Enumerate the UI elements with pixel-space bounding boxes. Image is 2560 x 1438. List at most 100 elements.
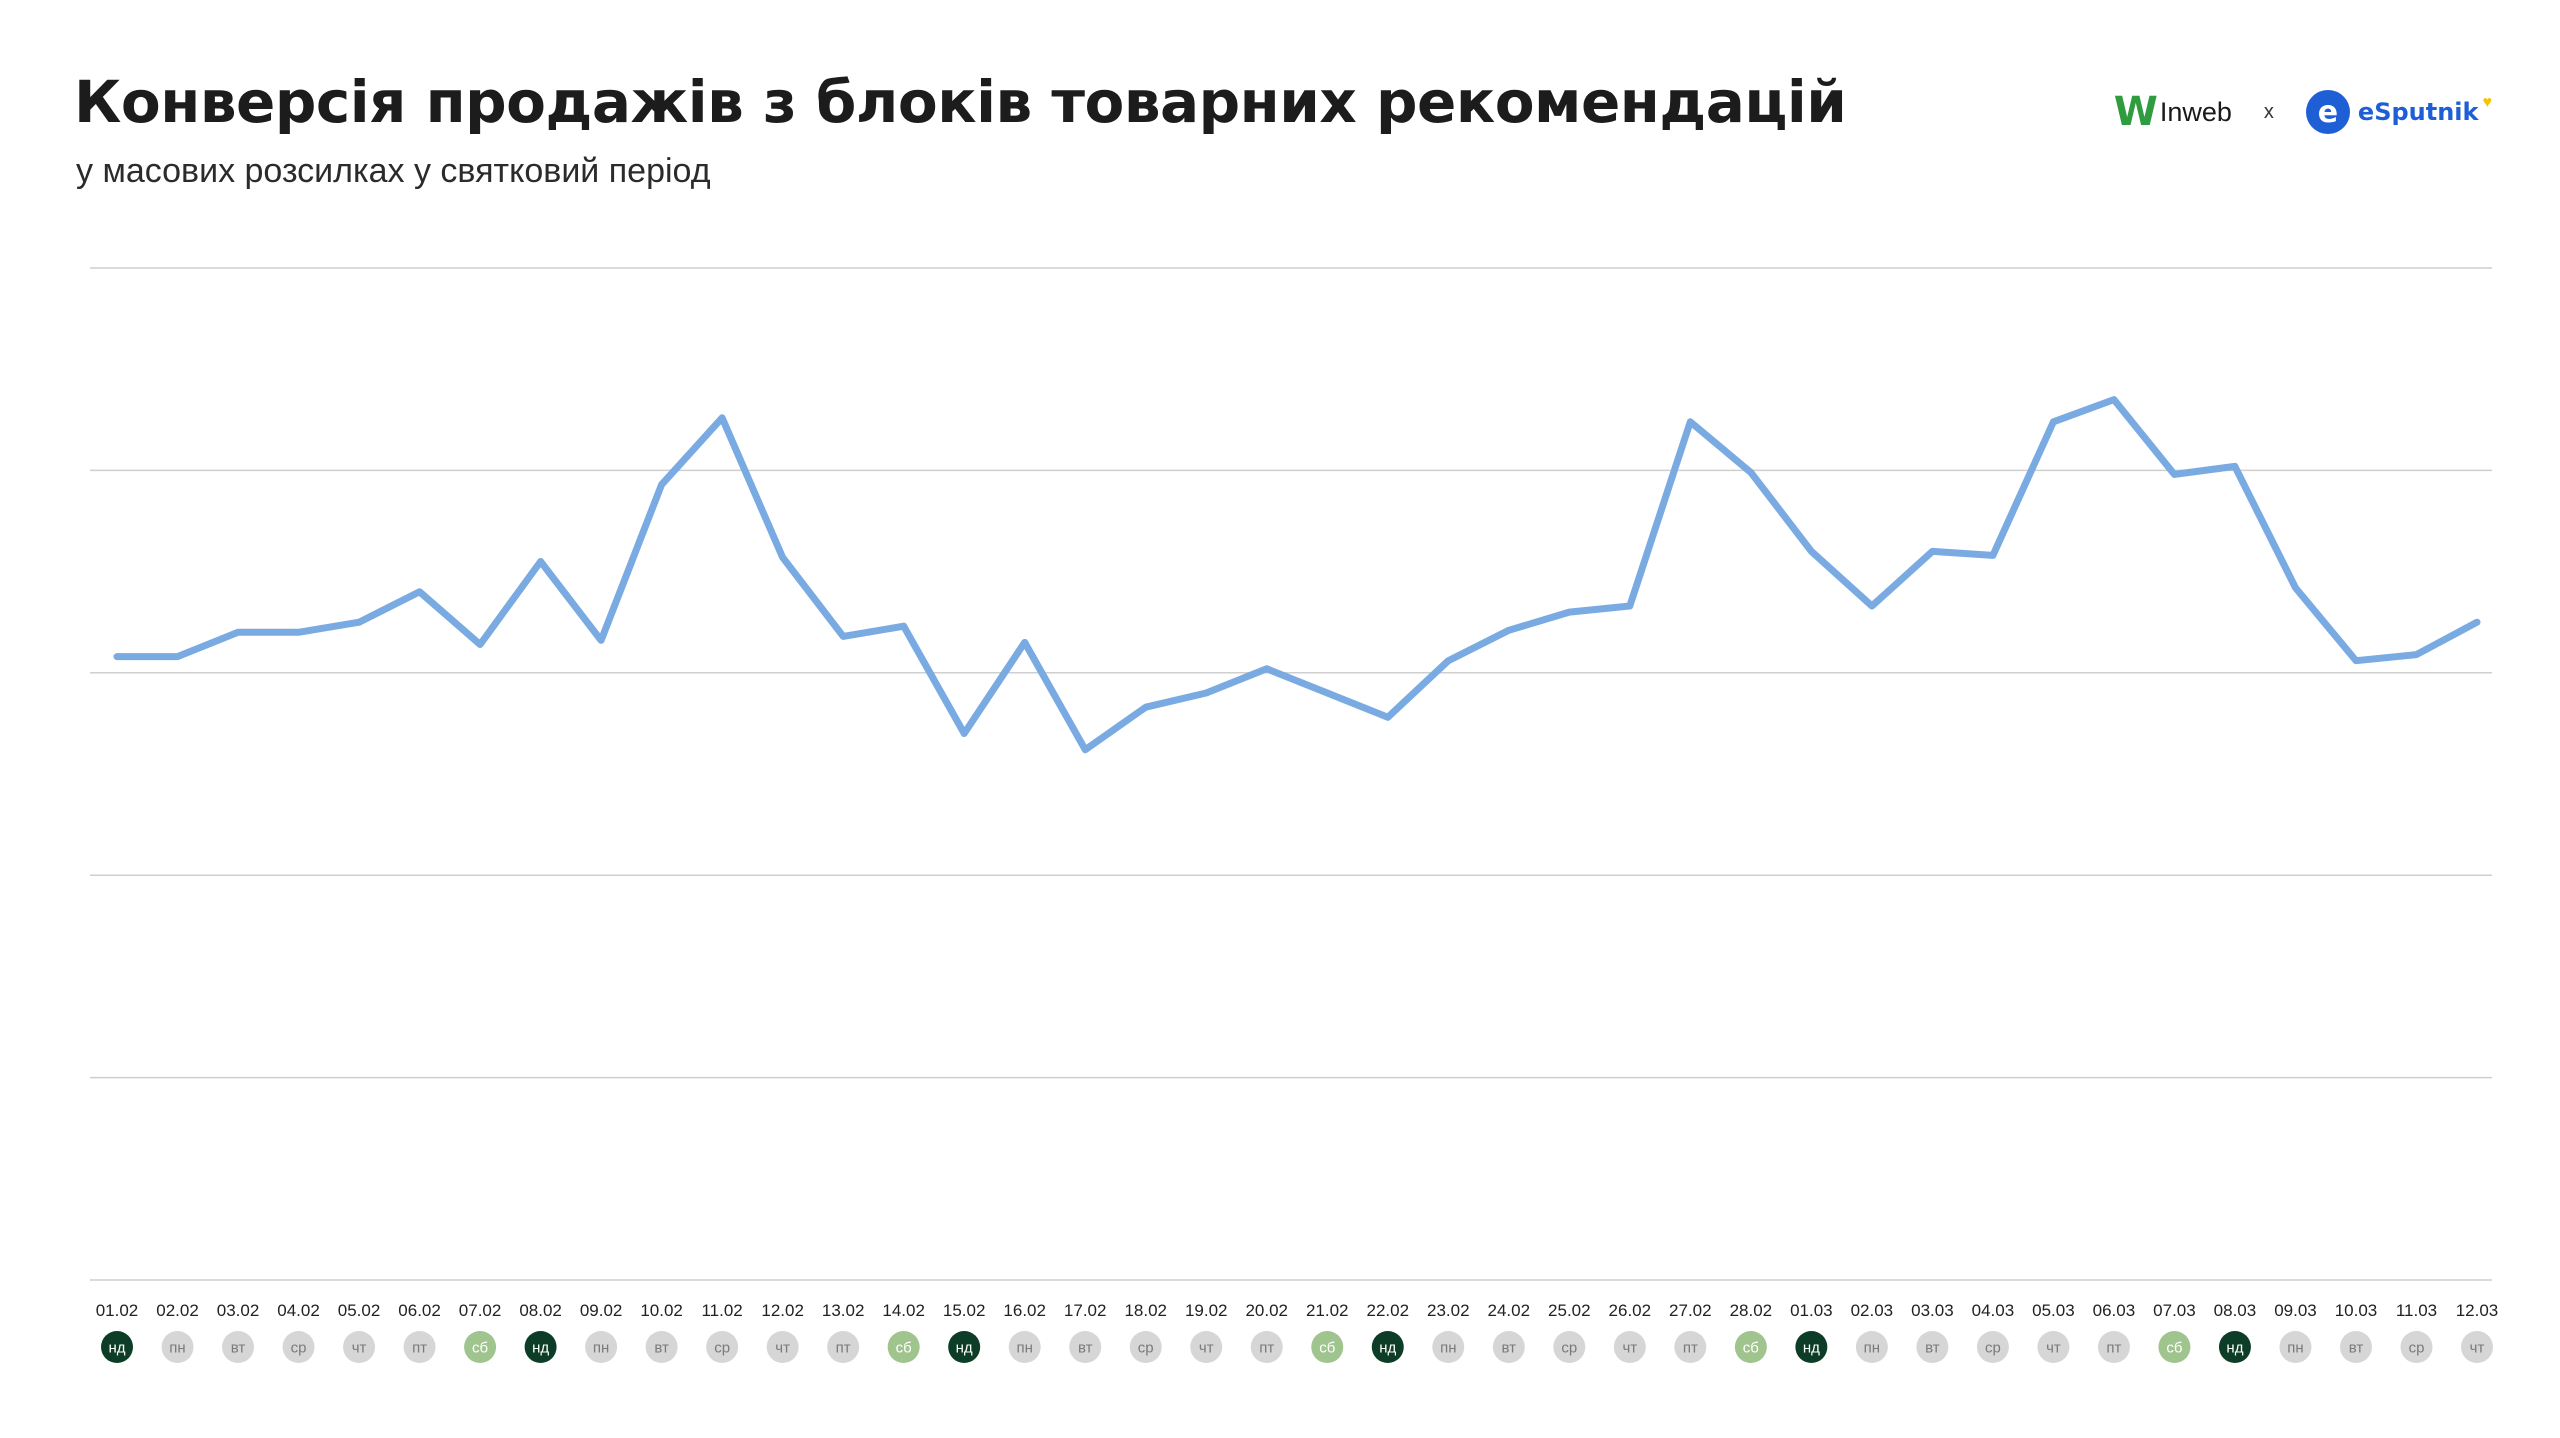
weekday-badge (2279, 1331, 2312, 1363)
data-point (295, 629, 302, 636)
weekday-badge (161, 1331, 194, 1363)
esputnik-logo-mark: e (2305, 90, 2350, 134)
x-tick-label: 24.02 (1488, 1301, 1531, 1320)
weekday-badge (1553, 1331, 1586, 1363)
weekday-label: нд (108, 1340, 125, 1357)
x-tick-label: 17.02 (1064, 1301, 1107, 1320)
x-tick-label: 26.02 (1609, 1301, 1652, 1320)
weekday-badge (887, 1331, 920, 1363)
data-point (416, 588, 423, 596)
logo-separator: x (2263, 100, 2274, 123)
x-tick-label: 08.03 (2214, 1301, 2257, 1320)
inweb-logo: W Inweb (2114, 89, 2232, 135)
weekday-label: сб (472, 1340, 488, 1357)
weekday-label: пн (1440, 1340, 1456, 1357)
x-tick-label: 15.02 (943, 1301, 986, 1320)
weekday-label: сб (1319, 1340, 1335, 1357)
data-point (658, 481, 665, 488)
data-point (1566, 608, 1573, 616)
weekday-badge (827, 1331, 860, 1363)
weekday-badge (585, 1331, 618, 1363)
weekday-badge (706, 1331, 739, 1363)
weekday-label: вт (654, 1340, 669, 1357)
weekday-label: сб (896, 1340, 912, 1357)
x-tick-label: 06.02 (398, 1301, 441, 1320)
weekday-badge (1190, 1331, 1223, 1363)
data-point (900, 623, 907, 630)
x-tick-label: 23.02 (1427, 1301, 1470, 1320)
x-tick-label: 06.03 (2093, 1301, 2136, 1320)
data-point (597, 637, 605, 644)
data-point (1747, 469, 1755, 476)
x-tick-label: 08.02 (519, 1301, 562, 1320)
weekday-label: сб (1743, 1340, 1759, 1357)
data-point (960, 730, 968, 737)
data-point (1868, 602, 1876, 610)
weekday-badge (2400, 1331, 2433, 1363)
x-tick-label: 13.02 (822, 1301, 865, 1320)
weekday-label: пт (2106, 1340, 2121, 1357)
weekday-label: чт (775, 1340, 790, 1357)
weekday-label: пт (412, 1340, 427, 1357)
x-tick-label: 09.03 (2274, 1301, 2317, 1320)
weekday-badge (1855, 1331, 1888, 1363)
ukraine-heart-icon: ♥ (2482, 94, 2493, 111)
weekday-badge (1976, 1331, 2009, 1363)
data-point (2352, 657, 2360, 664)
data-point (537, 558, 544, 565)
weekday-badge (2461, 1331, 2493, 1363)
data-point (2413, 651, 2420, 658)
x-tick-label: 01.02 (96, 1301, 139, 1320)
weekday-badge (1492, 1331, 1525, 1363)
x-tick-label: 18.02 (1124, 1301, 1167, 1320)
weekday-label: ср (1561, 1340, 1577, 1357)
x-tick-label: 09.02 (580, 1301, 623, 1320)
x-tick-label: 04.02 (277, 1301, 320, 1320)
data-point (1203, 689, 1210, 697)
x-tick-label: 05.03 (2032, 1301, 2075, 1320)
data-point (1808, 548, 1815, 555)
x-tick-label: 03.03 (1911, 1301, 1954, 1320)
weekday-badge (1674, 1331, 1707, 1363)
weekday-badge (282, 1331, 315, 1363)
weekday-badge (1129, 1331, 1162, 1363)
weekday-label: вт (2349, 1340, 2364, 1357)
x-tick-label: 04.03 (1972, 1301, 2015, 1320)
data-point (2473, 619, 2481, 626)
weekday-label: чт (2470, 1340, 2485, 1357)
weekday-badge (1734, 1331, 1767, 1363)
weekday-badge (464, 1331, 497, 1363)
data-point (355, 619, 363, 626)
weekday-label: нд (532, 1340, 549, 1357)
data-point (779, 554, 786, 561)
weekday-label: пн (593, 1340, 609, 1357)
weekday-label: нд (1379, 1340, 1396, 1357)
weekday-label: ср (714, 1340, 730, 1357)
data-point (839, 633, 847, 640)
data-point (2110, 396, 2118, 403)
weekday-badge (343, 1331, 376, 1363)
x-tick-label: 21.02 (1306, 1301, 1349, 1320)
data-point (1989, 552, 1997, 559)
weekday-label: пт (836, 1340, 851, 1357)
x-tick-label: 12.02 (761, 1301, 804, 1320)
data-point (2050, 418, 2057, 426)
weekday-badge (1250, 1331, 1283, 1363)
x-tick-label: 05.02 (338, 1301, 381, 1320)
weekday-badge (1311, 1331, 1344, 1363)
x-tick-label: 02.02 (156, 1301, 199, 1320)
weekday-label: нд (1803, 1340, 1820, 1357)
weekday-badge (1432, 1331, 1465, 1363)
x-tick-label: 16.02 (1003, 1301, 1046, 1320)
weekday-badge (1008, 1331, 1041, 1363)
weekday-badge (2037, 1331, 2070, 1363)
weekday-label: вт (231, 1340, 246, 1357)
weekday-badge (2158, 1331, 2191, 1363)
weekday-label: чт (352, 1340, 367, 1357)
data-point (1929, 548, 1936, 555)
weekday-badge (2097, 1331, 2130, 1363)
inweb-logo-text: Inweb (2159, 96, 2232, 127)
data-point (174, 653, 181, 660)
weekday-label: ср (291, 1340, 307, 1357)
data-point (2171, 471, 2178, 478)
